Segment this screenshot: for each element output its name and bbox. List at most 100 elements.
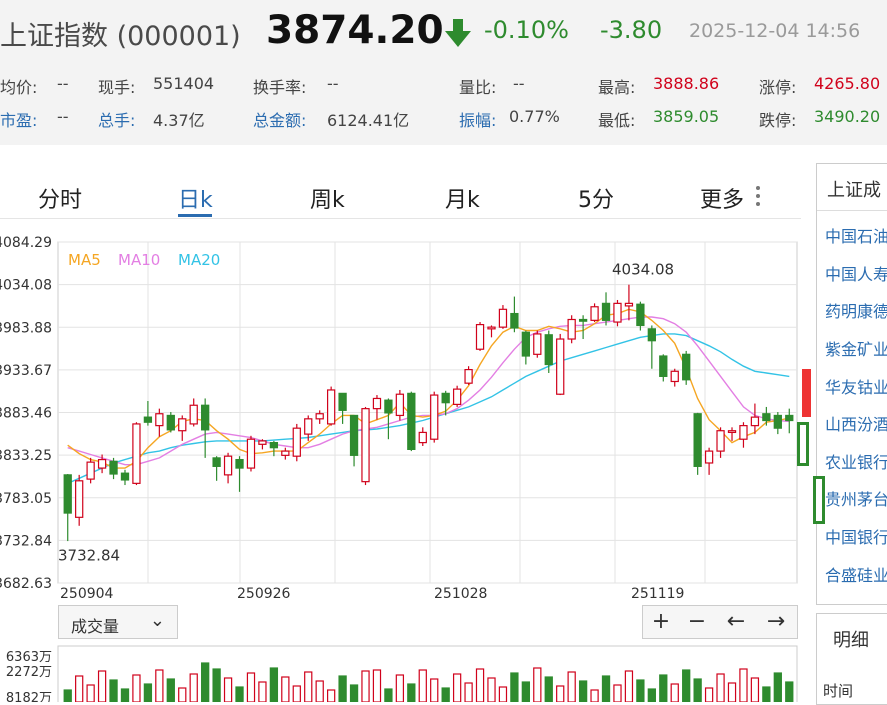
- tab-daily[interactable]: 日k: [178, 188, 213, 213]
- stock-link[interactable]: 贵州茅台: [825, 490, 887, 509]
- total-vol-label[interactable]: 总手:: [98, 111, 136, 130]
- candle: [659, 354, 668, 382]
- candle-body: [636, 303, 645, 327]
- tab-monthly[interactable]: 月k: [445, 188, 480, 213]
- y-tick-label: 3783.05: [0, 491, 52, 507]
- candle-body: [75, 480, 84, 518]
- candle: [567, 315, 576, 344]
- volume-bar: [659, 674, 668, 702]
- zoom-out-button[interactable]: −: [687, 609, 707, 634]
- stock-link[interactable]: 药明康德: [825, 302, 887, 321]
- candle-body: [338, 392, 347, 411]
- candle-body: [281, 450, 290, 456]
- limit-up-value: 4265.80: [814, 74, 881, 93]
- candle-body: [120, 472, 130, 481]
- quote-header: 上证指数 (000001) 3874.20 -0.10% -3.80 2025-…: [0, 0, 887, 145]
- volume-bar: [750, 677, 760, 702]
- volume-bar: [510, 672, 519, 702]
- candle-body: [693, 413, 702, 467]
- candle: [727, 427, 737, 441]
- candle-body: [395, 393, 405, 417]
- candle: [223, 452, 233, 484]
- stock-link[interactable]: 中国银行: [825, 528, 887, 547]
- pe-value: --: [57, 107, 69, 126]
- tab-intraday[interactable]: 分时: [38, 188, 83, 213]
- volume-bar: [785, 681, 794, 702]
- avg-label: 均价:: [0, 78, 38, 97]
- tab-more[interactable]: 更多: [700, 188, 745, 213]
- candle: [281, 447, 290, 460]
- min-price-label: 3732.84: [58, 546, 120, 564]
- volume-bar: [212, 668, 221, 702]
- candle: [407, 391, 416, 452]
- volume-bar: [590, 689, 599, 702]
- y-tick-label: 3732.84: [0, 533, 52, 549]
- volume-bar: [601, 675, 611, 702]
- y-tick-label: 3883.46: [0, 406, 52, 422]
- candle: [441, 390, 450, 416]
- candle-body: [361, 408, 370, 483]
- candle: [132, 422, 141, 486]
- volume-bar: [178, 687, 187, 702]
- candle-body: [716, 430, 725, 452]
- turnover-label: 换手率:: [253, 78, 307, 97]
- volume-bar: [143, 683, 153, 702]
- zoom-in-button[interactable]: +: [651, 609, 671, 634]
- candle: [464, 366, 473, 385]
- indicator-select-label: 成交量: [71, 617, 120, 636]
- pan-right-button[interactable]: →: [766, 609, 786, 634]
- amount-value: 6124.41亿: [327, 111, 410, 130]
- tab-weekly[interactable]: 周k: [310, 188, 345, 213]
- stock-link[interactable]: 紫金矿业: [825, 340, 887, 359]
- indicator-select[interactable]: 成交量 ⌄: [58, 605, 178, 639]
- candle: [201, 398, 210, 458]
- chevron-down-icon: ⌄: [149, 610, 165, 631]
- y-tick-label: 4084.29: [0, 235, 52, 251]
- candle: [487, 325, 496, 338]
- stock-link[interactable]: 农业银行: [825, 453, 887, 472]
- detail-time-header: 时间: [823, 682, 854, 700]
- candle-body: [223, 455, 233, 476]
- candle: [430, 391, 439, 443]
- volume-bar: [521, 681, 531, 702]
- candle-body: [315, 413, 324, 420]
- volume-bar: [395, 674, 405, 702]
- stock-link[interactable]: 合盛硅业: [825, 566, 887, 585]
- stock-link[interactable]: 中国人寿: [825, 265, 887, 284]
- volume-bar: [86, 684, 95, 702]
- amount-label[interactable]: 总金额:: [253, 111, 307, 130]
- candle-body: [201, 404, 210, 431]
- stock-link[interactable]: 华友钴业: [825, 378, 887, 397]
- candle: [452, 385, 462, 407]
- candle: [75, 474, 84, 526]
- stock-link[interactable]: 中国石油: [825, 227, 887, 246]
- x-tick-label: 250926: [237, 586, 291, 602]
- candle-body: [326, 389, 336, 425]
- constituents-title: 上证成: [817, 164, 887, 211]
- candle: [384, 398, 393, 440]
- pe-label[interactable]: 市盈:: [0, 111, 38, 130]
- candle: [166, 412, 175, 433]
- candle: [785, 408, 794, 434]
- amplitude-label[interactable]: 振幅:: [459, 111, 497, 130]
- ratio-label: 量比:: [459, 78, 497, 97]
- stock-link[interactable]: 山西汾酒: [825, 415, 887, 434]
- kline-chart[interactable]: 4084.29 4034.08 3983.88 3933.67 3883.46 3833.…: [0, 218, 810, 603]
- candle-body: [97, 458, 107, 469]
- volume-bar: [441, 687, 450, 702]
- candle-body: [739, 425, 748, 440]
- pan-left-button[interactable]: ←: [726, 609, 746, 634]
- y-tick-label: 3833.25: [0, 448, 52, 464]
- more-dots-icon[interactable]: [754, 184, 762, 208]
- legend-item: MA20: [178, 251, 220, 269]
- candle-body: [464, 368, 473, 384]
- detail-title: 明细: [833, 630, 869, 651]
- candle-body: [624, 302, 634, 307]
- tab-5min[interactable]: 5分: [578, 188, 614, 213]
- candle: [361, 406, 370, 486]
- candle: [349, 414, 359, 467]
- candle: [212, 456, 221, 481]
- candle: [578, 315, 588, 340]
- volume-bar: [704, 687, 714, 702]
- candle-body: [407, 392, 416, 450]
